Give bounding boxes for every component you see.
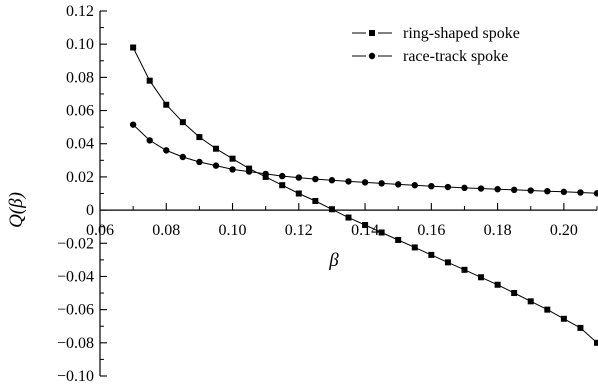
y-tick-label: 0.04 — [66, 136, 94, 153]
y-axis-title: Q(β) — [6, 192, 27, 228]
legend-label: ring-shaped spoke — [403, 25, 520, 42]
y-tick-label: −0.10 — [57, 368, 94, 385]
data-point-circle — [461, 184, 468, 192]
data-point-square — [163, 101, 170, 108]
data-point-square — [130, 44, 137, 51]
data-point-circle — [312, 175, 319, 183]
data-point-square — [478, 274, 485, 281]
data-point-square — [279, 182, 286, 189]
data-point-square — [494, 281, 501, 288]
data-point-circle — [544, 187, 551, 195]
y-tick-label: 0 — [86, 202, 94, 219]
data-point-circle — [196, 158, 203, 166]
x-axis-title: β — [328, 250, 339, 271]
data-point-circle — [345, 178, 352, 185]
data-point-square — [196, 134, 203, 141]
data-point-circle — [295, 174, 302, 181]
legend-marker-square — [369, 30, 375, 36]
data-point-circle — [129, 121, 137, 128]
data-point-square — [312, 197, 319, 204]
data-point-square — [577, 324, 584, 331]
data-point-square — [328, 206, 335, 213]
data-point-circle — [262, 170, 269, 178]
data-point-square — [560, 315, 567, 322]
x-tick-label: 0.10 — [219, 222, 247, 239]
y-tick-label: −0.06 — [57, 302, 94, 319]
y-tick-label: −0.04 — [57, 268, 94, 285]
y-tick-label: 0.02 — [66, 169, 94, 186]
data-point-square — [378, 229, 385, 236]
data-point-square — [594, 339, 598, 346]
data-point-square — [544, 306, 551, 313]
data-point-square — [179, 119, 186, 126]
x-tick-label: 0.16 — [417, 222, 445, 239]
data-point-circle — [163, 147, 170, 154]
data-point-circle — [328, 177, 336, 184]
data-point-circle — [212, 162, 220, 169]
data-point-square — [395, 236, 402, 243]
data-point-square — [229, 155, 236, 162]
x-tick-label: 0.12 — [285, 222, 313, 239]
data-point-circle — [411, 182, 418, 189]
data-point-square — [411, 244, 418, 251]
data-point-circle — [593, 190, 598, 197]
data-point-circle — [428, 183, 435, 190]
data-point-circle — [494, 185, 501, 193]
data-point-square — [362, 222, 369, 229]
data-point-square — [212, 145, 219, 152]
data-point-square — [428, 251, 435, 258]
series-line — [132, 47, 598, 344]
legend-label: race-track spoke — [403, 48, 508, 65]
y-tick-label: 0.10 — [66, 36, 94, 53]
data-point-square — [511, 290, 518, 297]
y-tick-label: 0.08 — [66, 69, 94, 86]
data-point-square — [295, 190, 302, 197]
x-tick-label: 0.08 — [152, 222, 180, 239]
data-point-circle — [378, 180, 385, 187]
legend: ring-shaped spoke race-track spoke — [352, 25, 520, 65]
x-tick-label: 0.18 — [484, 222, 512, 239]
x-tick-label: 0.14 — [351, 222, 379, 239]
data-point-circle — [477, 185, 485, 192]
data-point-circle — [245, 168, 253, 175]
x-tick-label: 0.20 — [550, 222, 578, 239]
data-point-square — [146, 77, 153, 84]
data-point-square — [345, 214, 352, 221]
axes: −0.10 −0.08 −0.06 −0.04 −0.02 0 0.02 0.04 0.06 0.… — [57, 3, 598, 385]
data-point-circle — [527, 187, 534, 194]
data-point-square — [527, 298, 534, 305]
y-tick-label: 0.06 — [66, 103, 94, 120]
series-layer — [129, 44, 598, 346]
data-point-circle — [279, 172, 286, 180]
data-point-circle — [229, 166, 236, 173]
data-point-circle — [361, 179, 369, 186]
data-point-circle — [560, 188, 568, 196]
data-point-square — [461, 266, 468, 273]
data-point-circle — [444, 183, 452, 191]
series-ring-shaped-spoke — [130, 44, 598, 346]
data-point-circle — [146, 137, 153, 144]
data-point-square — [444, 259, 451, 266]
data-point-circle — [395, 181, 402, 188]
data-point-circle — [577, 189, 584, 196]
data-point-circle — [179, 153, 187, 161]
y-tick-label: 0.12 — [66, 3, 94, 20]
y-tick-label: −0.02 — [57, 235, 94, 252]
series-race-track-spoke — [129, 121, 598, 197]
x-tick-label: 0.06 — [86, 222, 114, 239]
y-tick-label: −0.08 — [57, 335, 94, 352]
legend-marker-circle — [368, 52, 376, 60]
data-point-circle — [510, 186, 518, 194]
